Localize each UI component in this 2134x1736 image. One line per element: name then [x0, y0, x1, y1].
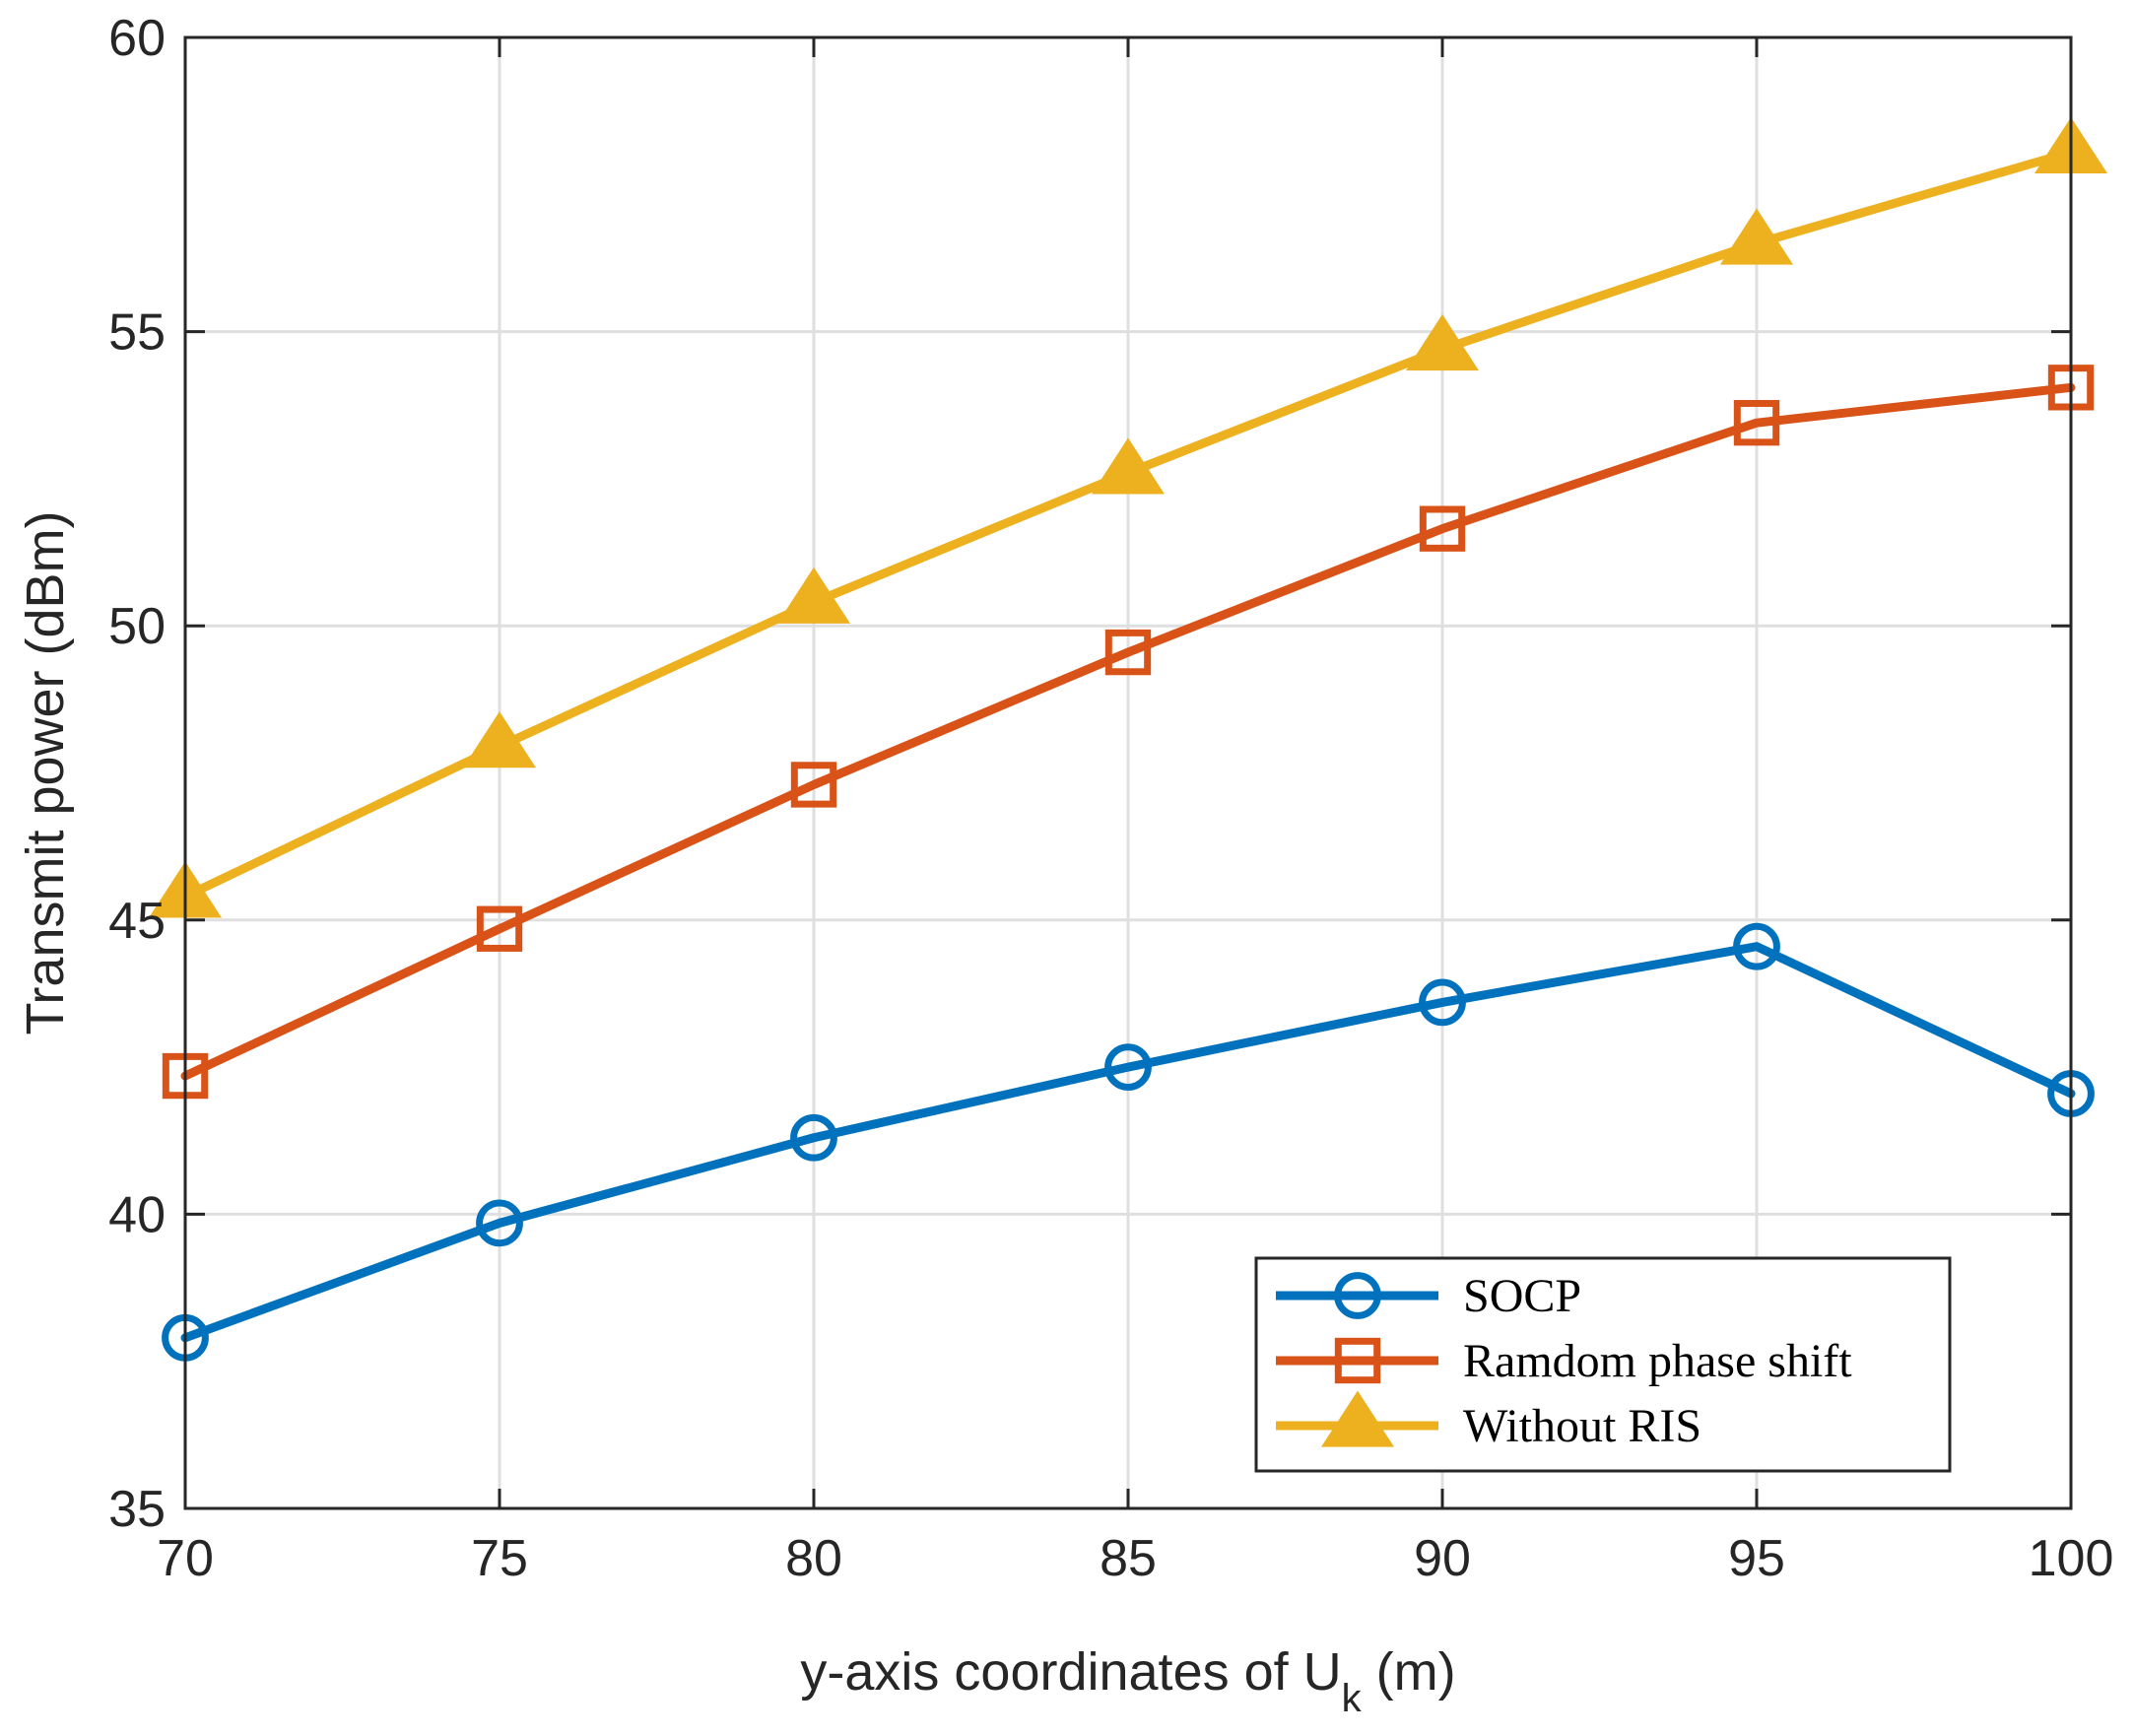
x-tick-label: 100	[2029, 1530, 2114, 1587]
x-tick-label: 85	[1100, 1530, 1157, 1587]
y-tick-label: 60	[108, 10, 166, 67]
legend-item: SOCP	[1276, 1270, 1581, 1322]
data-point-square-marker	[1104, 629, 1152, 676]
data-point-triangle-marker	[1091, 437, 1166, 495]
data-point-triangle-marker	[776, 567, 851, 624]
legend-circle-marker	[1334, 1272, 1381, 1319]
legend-label: Without RIS	[1463, 1400, 1701, 1452]
x-tick-label: 75	[471, 1530, 528, 1587]
x-axis-label-main: y-axis coordinates of U	[800, 1642, 1341, 1702]
series-line	[180, 942, 2076, 1343]
x-tick-label: 80	[785, 1530, 842, 1587]
x-axis-label-units: (m)	[1362, 1642, 1456, 1702]
legend-item: Ramdom phase shift	[1276, 1335, 1852, 1387]
x-tick-label: 95	[1728, 1530, 1785, 1587]
legend-label: SOCP	[1463, 1270, 1581, 1322]
data-point-circle-marker	[1733, 922, 1780, 970]
y-axis-label: Transmit power (dBm)	[16, 510, 75, 1035]
x-tick-label: 90	[1414, 1530, 1471, 1587]
axes: 70 75 80 85 90 95 100 35 40 45 50 55 60 y-axis coordi…	[16, 10, 2113, 1720]
legend-square-marker	[1334, 1337, 1381, 1384]
x-axis-label-subscript: k	[1342, 1677, 1363, 1720]
data-point-circle-marker	[1104, 1043, 1152, 1091]
legend-triangle-marker	[1320, 1390, 1395, 1447]
legend-item: Without RIS	[1276, 1390, 1701, 1452]
data-point-square-marker	[790, 762, 837, 808]
x-tick-label: 70	[157, 1530, 214, 1587]
data-point-triangle-marker	[1405, 314, 1480, 371]
data-point-circle-marker	[476, 1199, 523, 1247]
data-point-circle-marker	[790, 1113, 837, 1162]
legend: SOCP Ramdom phase shift Without RIS	[1254, 1256, 1952, 1473]
x-axis-label: y-axis coordinates of Uk (m)	[800, 1642, 1455, 1720]
y-tick-label: 40	[108, 1186, 166, 1243]
data-point-triangle-marker	[1719, 208, 1794, 265]
data-point-square-marker	[1733, 399, 1780, 446]
data-point-triangle-marker	[462, 711, 537, 768]
y-tick-label: 55	[108, 304, 166, 362]
data-point-square-marker	[476, 905, 523, 952]
y-tick-label: 35	[108, 1481, 166, 1538]
series-line	[180, 382, 2076, 1081]
grid-lines	[183, 35, 2073, 1510]
y-tick-label: 45	[108, 893, 166, 950]
y-tick-label: 50	[108, 598, 166, 655]
legend-label: Ramdom phase shift	[1463, 1335, 1852, 1387]
data-point-square-marker	[1419, 505, 1466, 552]
data-point-circle-marker	[1419, 978, 1466, 1027]
